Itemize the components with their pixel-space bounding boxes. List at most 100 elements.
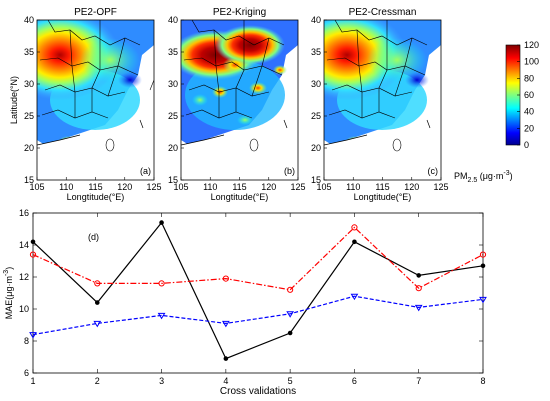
x-tick-label-c-110: 110 bbox=[346, 182, 360, 192]
map-title-a: PE2-OPF bbox=[74, 7, 117, 18]
series-0-point-3 bbox=[159, 220, 164, 225]
map-panel-label-a: (a) bbox=[140, 166, 151, 176]
y-tick-label-b-20: 20 bbox=[168, 143, 178, 153]
x-tick-label-b-125: 125 bbox=[290, 182, 305, 192]
line-x-tick-label-4: 4 bbox=[223, 376, 228, 386]
series-1-point-6 bbox=[351, 224, 358, 231]
x-tick-label-a-105: 105 bbox=[29, 182, 44, 192]
map-title-b: PE2-Kriging bbox=[213, 7, 266, 18]
line-xlabel: Cross validations bbox=[220, 386, 296, 397]
y-tick-label-a-40: 40 bbox=[24, 15, 34, 25]
series-2-point-1 bbox=[29, 332, 37, 339]
line-y-tick-label-10: 10 bbox=[19, 304, 29, 314]
series-2-point-3 bbox=[157, 312, 166, 320]
y-tick-label-b-30: 30 bbox=[168, 79, 178, 89]
series-0-point-6 bbox=[352, 239, 357, 245]
x-tick-label-c-115: 115 bbox=[375, 182, 389, 192]
line-y-tick-label-16: 16 bbox=[19, 208, 29, 218]
map-panel-c bbox=[324, 20, 441, 180]
colorbar-tick-label-100: 100 bbox=[524, 57, 539, 67]
line-panel-label: (d) bbox=[88, 232, 99, 242]
series-1-point-5 bbox=[287, 286, 294, 293]
series-0-point-8 bbox=[480, 263, 486, 269]
map-title-c: PE2-Cressman bbox=[349, 7, 417, 18]
series-1-point-8 bbox=[479, 251, 487, 258]
x-tick-label-a-125: 125 bbox=[146, 182, 161, 192]
y-tick-label-c-20: 20 bbox=[311, 143, 321, 153]
series-2-point-7 bbox=[414, 304, 423, 312]
line-y-tick-label-14: 14 bbox=[19, 240, 29, 250]
y-tick-label-b-35: 35 bbox=[168, 47, 178, 57]
y-tick-label-b-25: 25 bbox=[168, 111, 178, 121]
line-ylabel: MAE(μg·m-3) bbox=[3, 267, 14, 319]
y-tick-label-a-30: 30 bbox=[24, 79, 34, 89]
colorbar-tick-label-20: 20 bbox=[524, 123, 534, 133]
line-x-tick-label-5: 5 bbox=[288, 376, 293, 386]
series-1-point-4 bbox=[222, 275, 229, 282]
y-tick-label-c-25: 25 bbox=[311, 111, 321, 121]
y-tick-label-a-15: 15 bbox=[24, 175, 34, 185]
series-0-point-5 bbox=[287, 330, 293, 336]
series-2-point-4 bbox=[221, 320, 230, 328]
x-tick-label-c-105: 105 bbox=[316, 182, 331, 192]
series-0-point-1 bbox=[30, 239, 36, 245]
y-tick-label-a-25: 25 bbox=[24, 111, 34, 121]
series-line-1 bbox=[32, 226, 484, 291]
series-line-2 bbox=[32, 295, 484, 336]
line-x-tick-label-8: 8 bbox=[480, 376, 485, 386]
map-panel-a bbox=[37, 20, 154, 180]
y-tick-label-b-40: 40 bbox=[168, 15, 178, 25]
x-tick-label-a-120: 120 bbox=[117, 182, 132, 192]
x-tick-label-a-110: 110 bbox=[59, 182, 73, 192]
line-y-tick-label-6: 6 bbox=[24, 368, 29, 378]
series-1-point-3 bbox=[158, 280, 165, 287]
map-xlabel-a: Longtitude(°E) bbox=[67, 192, 125, 202]
map-xlabel-b: Longtitude(°E) bbox=[211, 192, 269, 202]
colorbar-tick-label-0: 0 bbox=[524, 140, 529, 150]
series-line-0 bbox=[32, 221, 484, 360]
colorbar-tick-label-60: 60 bbox=[524, 90, 534, 100]
y-tick-label-c-15: 15 bbox=[311, 175, 321, 185]
series-1-point-1 bbox=[29, 251, 37, 258]
colorbar-tick-label-120: 120 bbox=[524, 40, 539, 50]
series-1-point-7 bbox=[415, 285, 422, 292]
series-0-point-7 bbox=[416, 273, 422, 278]
line-x-tick-label-2: 2 bbox=[95, 376, 100, 386]
x-tick-label-b-120: 120 bbox=[261, 182, 276, 192]
map-panel-b bbox=[181, 20, 298, 180]
series-0-point-4 bbox=[223, 356, 229, 361]
x-tick-label-c-125: 125 bbox=[433, 182, 448, 192]
colorbar-tick-label-80: 80 bbox=[524, 73, 534, 83]
series-0-point-2 bbox=[94, 300, 100, 305]
x-tick-label-c-120: 120 bbox=[404, 182, 419, 192]
line-x-tick-label-7: 7 bbox=[416, 376, 421, 386]
line-x-tick-label-3: 3 bbox=[159, 376, 164, 386]
map-ylabel-a: Latitude(°N) bbox=[9, 76, 19, 124]
series-2-point-2 bbox=[93, 320, 102, 328]
y-tick-label-c-40: 40 bbox=[311, 15, 321, 25]
line-x-tick-label-1: 1 bbox=[30, 376, 35, 386]
line-x-tick-label-6: 6 bbox=[352, 376, 357, 386]
series-2-point-8 bbox=[479, 296, 487, 304]
series-1-point-2 bbox=[94, 280, 101, 287]
x-tick-label-b-105: 105 bbox=[173, 182, 188, 192]
map-xlabel-c: Longtitude(°E) bbox=[354, 192, 412, 202]
x-tick-label-b-110: 110 bbox=[203, 182, 217, 192]
line-y-tick-label-12: 12 bbox=[19, 272, 29, 282]
series-2-point-5 bbox=[286, 311, 295, 318]
line-plot-frame bbox=[32, 212, 484, 374]
y-tick-label-a-20: 20 bbox=[24, 143, 34, 153]
x-tick-label-b-115: 115 bbox=[232, 182, 246, 192]
map-panel-label-c: (c) bbox=[428, 166, 439, 176]
x-tick-label-a-115: 115 bbox=[88, 182, 102, 192]
colorbar-label: PM2.5 (μg·m-3) bbox=[454, 170, 513, 184]
y-tick-label-b-15: 15 bbox=[168, 175, 178, 185]
colorbar-tick-label-40: 40 bbox=[524, 107, 534, 117]
map-panel-label-b: (b) bbox=[284, 166, 295, 176]
y-tick-label-c-35: 35 bbox=[311, 47, 321, 57]
series-2-point-6 bbox=[350, 293, 359, 301]
line-y-tick-label-8: 8 bbox=[24, 336, 29, 346]
y-tick-label-c-30: 30 bbox=[311, 79, 321, 89]
y-tick-label-a-35: 35 bbox=[24, 47, 34, 57]
